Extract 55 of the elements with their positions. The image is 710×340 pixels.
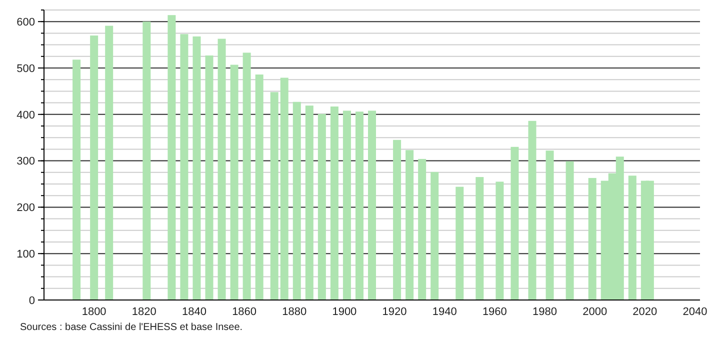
x-tick-label: 2040 bbox=[682, 306, 708, 318]
bar bbox=[142, 22, 151, 300]
bar bbox=[588, 178, 596, 300]
bar bbox=[205, 55, 214, 300]
bar bbox=[393, 140, 402, 300]
bar bbox=[476, 177, 484, 300]
bar bbox=[330, 106, 338, 300]
y-tick-label: 200 bbox=[16, 202, 35, 214]
x-tick-label: 1900 bbox=[332, 306, 357, 318]
bar bbox=[105, 26, 114, 300]
bar bbox=[230, 64, 238, 300]
x-tick-label: 1980 bbox=[532, 306, 558, 318]
bar bbox=[255, 74, 264, 300]
x-tick-label: 1880 bbox=[282, 306, 307, 318]
y-tick-label: 500 bbox=[16, 62, 35, 75]
bar bbox=[342, 110, 351, 300]
source-note: Sources : base Cassini de l'EHESS et base Insee. bbox=[20, 322, 243, 333]
bar bbox=[192, 36, 201, 300]
bar bbox=[180, 34, 188, 300]
x-tick-label: 1940 bbox=[432, 306, 457, 318]
bar bbox=[280, 78, 288, 300]
bar bbox=[430, 172, 439, 300]
y-tick-label: 0 bbox=[28, 294, 35, 307]
y-tick-label: 600 bbox=[16, 16, 35, 28]
x-tick-label: 1920 bbox=[382, 306, 407, 318]
bar bbox=[628, 176, 636, 300]
bar bbox=[418, 158, 426, 300]
bar bbox=[566, 161, 574, 300]
x-tick-label: 1840 bbox=[182, 306, 206, 318]
bar bbox=[510, 146, 519, 300]
y-tick-label: 400 bbox=[16, 109, 35, 122]
y-tick-label: 100 bbox=[16, 248, 35, 260]
x-tick-label: 1960 bbox=[482, 306, 507, 318]
x-tick-label: 2020 bbox=[632, 306, 658, 318]
bar bbox=[406, 150, 414, 300]
bar bbox=[305, 106, 314, 300]
bar bbox=[90, 36, 98, 300]
bar bbox=[72, 60, 81, 300]
bar bbox=[368, 110, 376, 300]
x-tick-label: 2000 bbox=[582, 306, 608, 318]
bar bbox=[355, 112, 364, 300]
bar bbox=[218, 38, 226, 300]
y-tick-label: 300 bbox=[16, 156, 35, 168]
bar bbox=[496, 182, 504, 300]
bar bbox=[528, 120, 536, 300]
x-tick-label: 1800 bbox=[82, 306, 106, 318]
x-tick-label: 1860 bbox=[232, 306, 257, 318]
bar bbox=[456, 186, 464, 300]
bar bbox=[318, 114, 326, 300]
bar bbox=[168, 15, 176, 300]
bar bbox=[242, 52, 251, 300]
x-tick-label: 1820 bbox=[132, 306, 156, 318]
bar bbox=[270, 92, 278, 300]
bar bbox=[546, 150, 554, 300]
bar bbox=[292, 102, 301, 300]
